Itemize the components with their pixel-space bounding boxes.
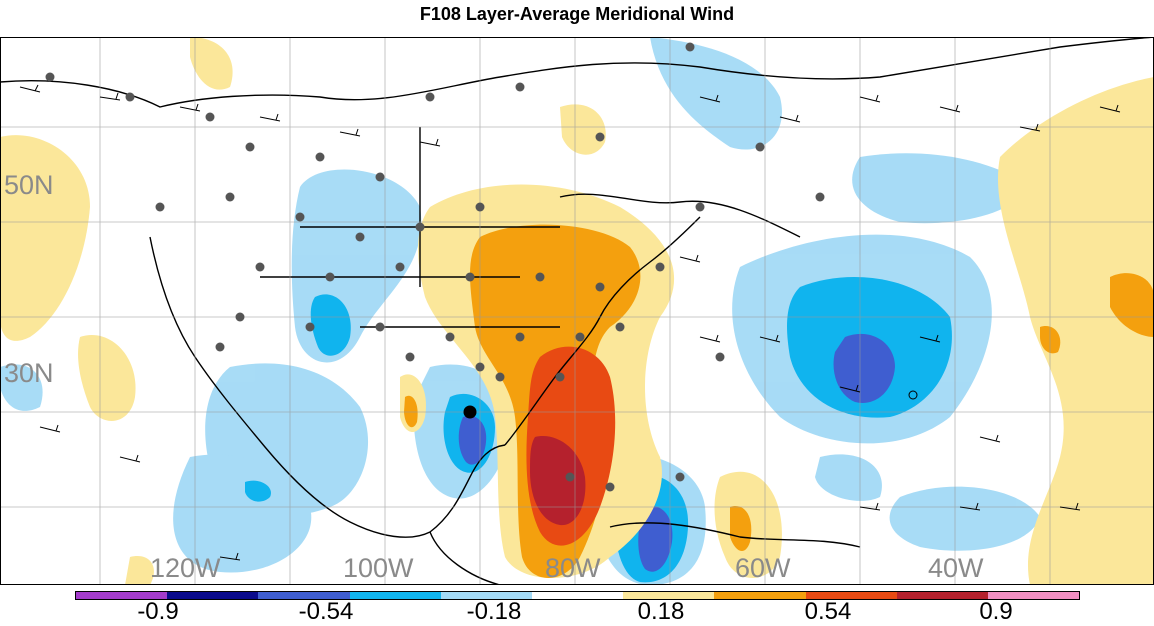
colorbar-label: 0.54 [804,598,852,625]
reference-circle [908,390,918,400]
coastlines [0,37,1154,585]
graticule [0,37,1154,585]
colorbar-label: -0.54 [298,598,354,625]
colorbar-label: 0.18 [637,598,685,625]
colorbar-label: 0.9 [979,598,1013,625]
meridional-wind-map [0,37,1154,585]
colorbar-segment [623,592,715,599]
lon-label-80w: 80W [545,553,601,583]
colorbar-segment [714,592,806,599]
colorbar [75,591,1080,600]
strongest-negative-shading [458,333,895,572]
colorbar-segment [805,592,897,599]
colorbar-label: -0.9 [137,598,179,625]
colorbar-segment [531,592,624,599]
station-markers [45,42,825,492]
highlight-station-marker [463,405,477,419]
strongest-positive-shading [530,436,586,526]
colorbar-label: -0.18 [466,598,522,625]
colorbar-segment [349,592,441,599]
colorbar-segment [440,592,532,599]
lon-label-120w: 120W [150,553,221,583]
colorbar-segment [167,592,259,599]
map-title: F108 Layer-Average Meridional Wind [419,4,735,24]
colorbar-segment [987,592,1080,599]
wind-barbs [19,84,1121,561]
colorbar-segment [258,592,350,599]
colorbar-segment [896,592,988,599]
lat-label-30n: 30N [4,358,54,388]
lon-label-40w: 40W [928,553,984,583]
colorbar-segment [76,592,168,599]
lon-label-60w: 60W [735,553,791,583]
lat-label-50n: 50N [4,170,54,200]
lon-label-100w: 100W [343,553,414,583]
